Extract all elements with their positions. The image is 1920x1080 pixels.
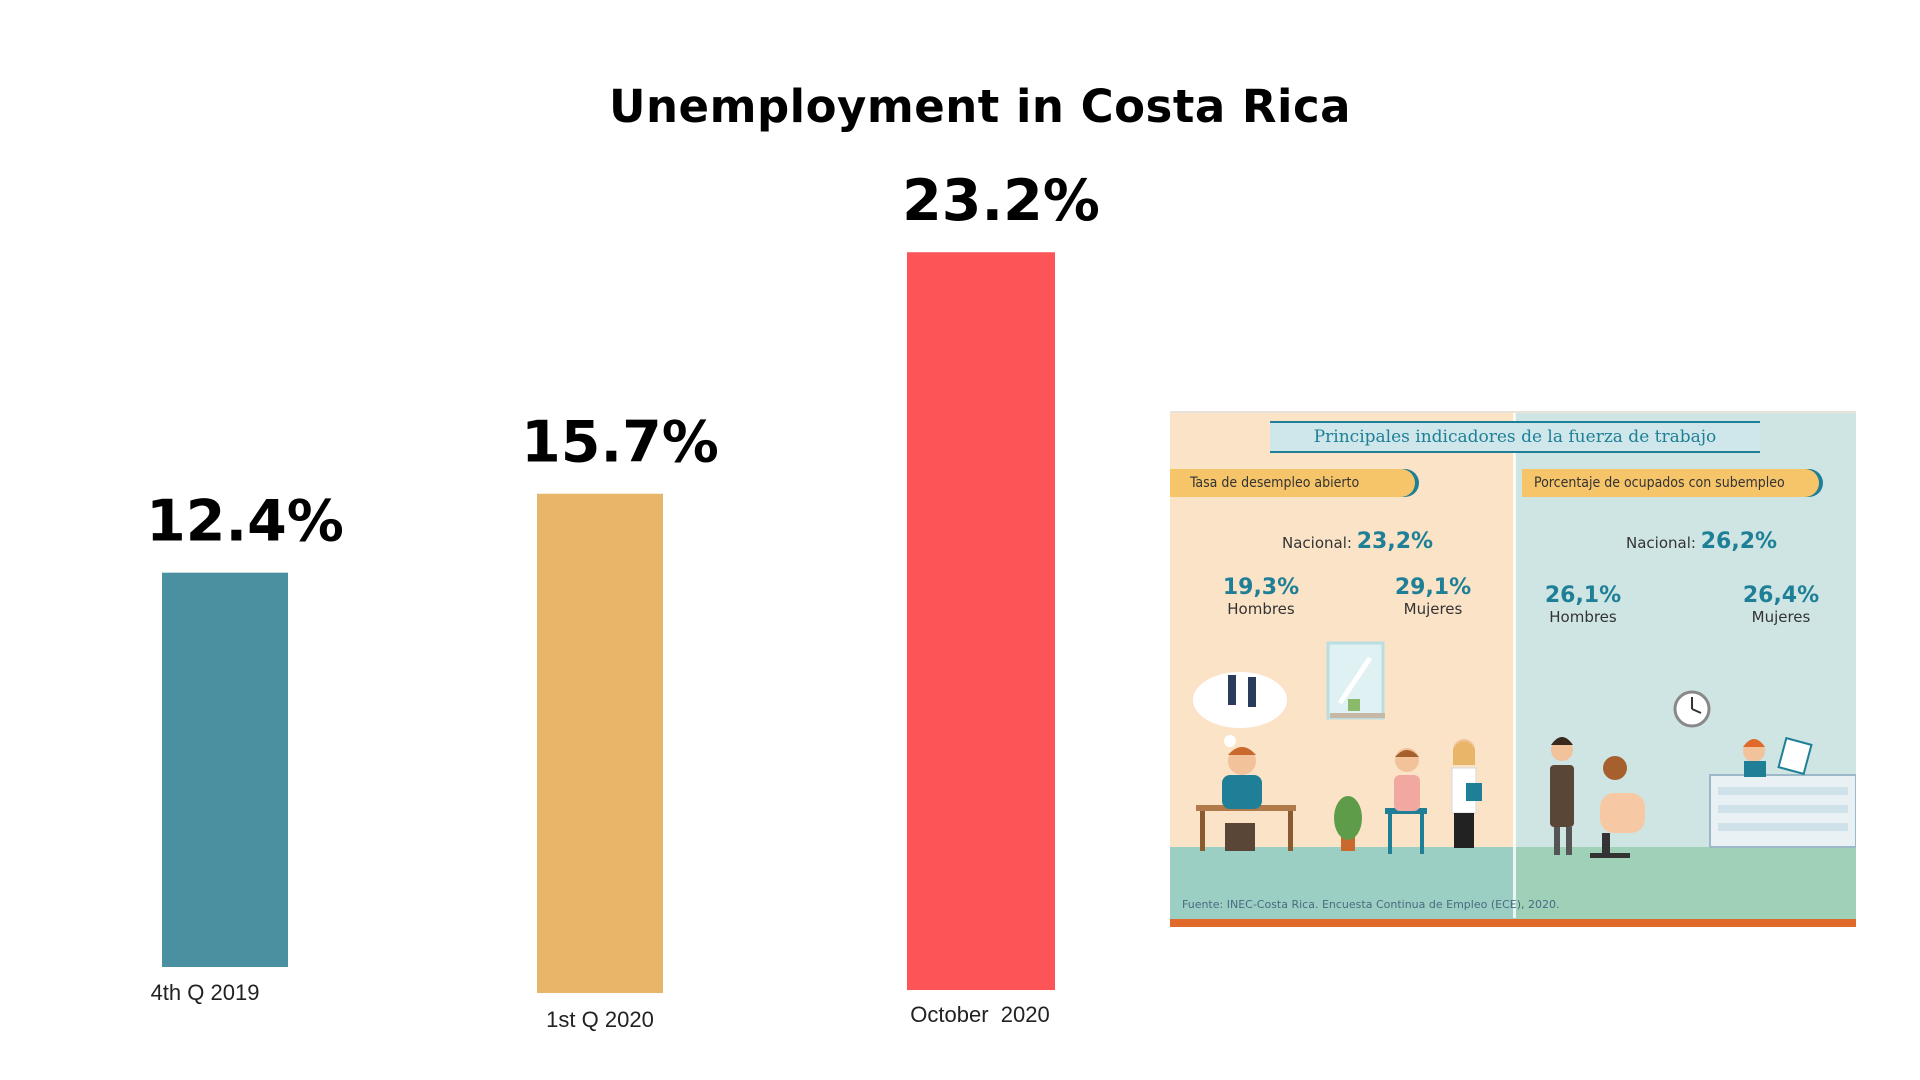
value-label-2: 15.7%	[521, 410, 719, 476]
right-men-value: 26,1%	[1544, 583, 1622, 608]
panel-divider	[1513, 413, 1516, 918]
bar-chart: 12.4% 4th Q 2019 15.7% 1st Q 2020 23.2% Octob…	[146, 168, 1100, 1032]
value-label-1: 12.4%	[146, 489, 344, 555]
right-women-value: 26,4%	[1742, 583, 1820, 608]
left-women-label: Mujeres	[1403, 600, 1463, 618]
desk-person-illustration	[1196, 747, 1296, 851]
bar-3	[907, 252, 1055, 991]
left-national-value: 23,2%	[1356, 529, 1434, 554]
infographic-panel: Principales indicadores de la fuerza de …	[1170, 411, 1856, 927]
left-men-value: 19,3%	[1222, 575, 1300, 600]
right-women-label: Mujeres	[1751, 608, 1811, 626]
source-note: Fuente: INEC-Costa Rica. Encuesta Contin…	[1182, 898, 1560, 911]
bar-1	[162, 572, 288, 967]
clock-illustration	[1673, 690, 1711, 728]
right-floor	[1515, 847, 1856, 919]
right-tag: Porcentaje de ocupados con subempleo	[1522, 469, 1819, 497]
category-label-1: 4th Q 2019	[151, 980, 260, 1005]
barber-illustration	[1550, 737, 1574, 855]
category-label-2: 1st Q 2020	[546, 1007, 654, 1032]
illustration-scene	[1193, 641, 1856, 858]
left-women: 29,1% Mujeres	[1378, 575, 1488, 618]
standing-woman-illustration	[1451, 739, 1482, 848]
category-label-3: October 2020	[910, 1002, 1049, 1027]
window-illustration	[1326, 641, 1385, 720]
left-men: 19,3% Hombres	[1206, 575, 1316, 618]
right-national: Nacional: 26,2%	[1626, 529, 1777, 554]
sitting-woman-illustration	[1385, 748, 1427, 854]
thought-bubble-illustration	[1193, 672, 1287, 759]
left-tag: Tasa de desempleo abierto	[1170, 469, 1415, 497]
bar-2	[537, 493, 663, 993]
left-national-label: Nacional:	[1282, 534, 1352, 552]
left-women-value: 29,1%	[1394, 575, 1472, 600]
client-illustration	[1590, 756, 1645, 858]
chart-title: Unemployment in Costa Rica	[608, 80, 1351, 133]
right-women: 26,4% Mujeres	[1726, 583, 1836, 626]
shop-counter-illustration	[1709, 736, 1856, 848]
left-national: Nacional: 23,2%	[1282, 529, 1433, 554]
plant-illustration	[1334, 796, 1362, 851]
left-floor	[1170, 847, 1515, 919]
right-national-value: 26,2%	[1700, 529, 1778, 554]
left-men-label: Hombres	[1227, 600, 1295, 618]
bottom-stripe	[1170, 919, 1856, 927]
right-men-label: Hombres	[1549, 608, 1617, 626]
infographic-banner: Principales indicadores de la fuerza de …	[1270, 421, 1760, 453]
right-national-label: Nacional:	[1626, 534, 1696, 552]
value-label-3: 23.2%	[902, 168, 1100, 234]
right-men: 26,1% Hombres	[1528, 583, 1638, 626]
